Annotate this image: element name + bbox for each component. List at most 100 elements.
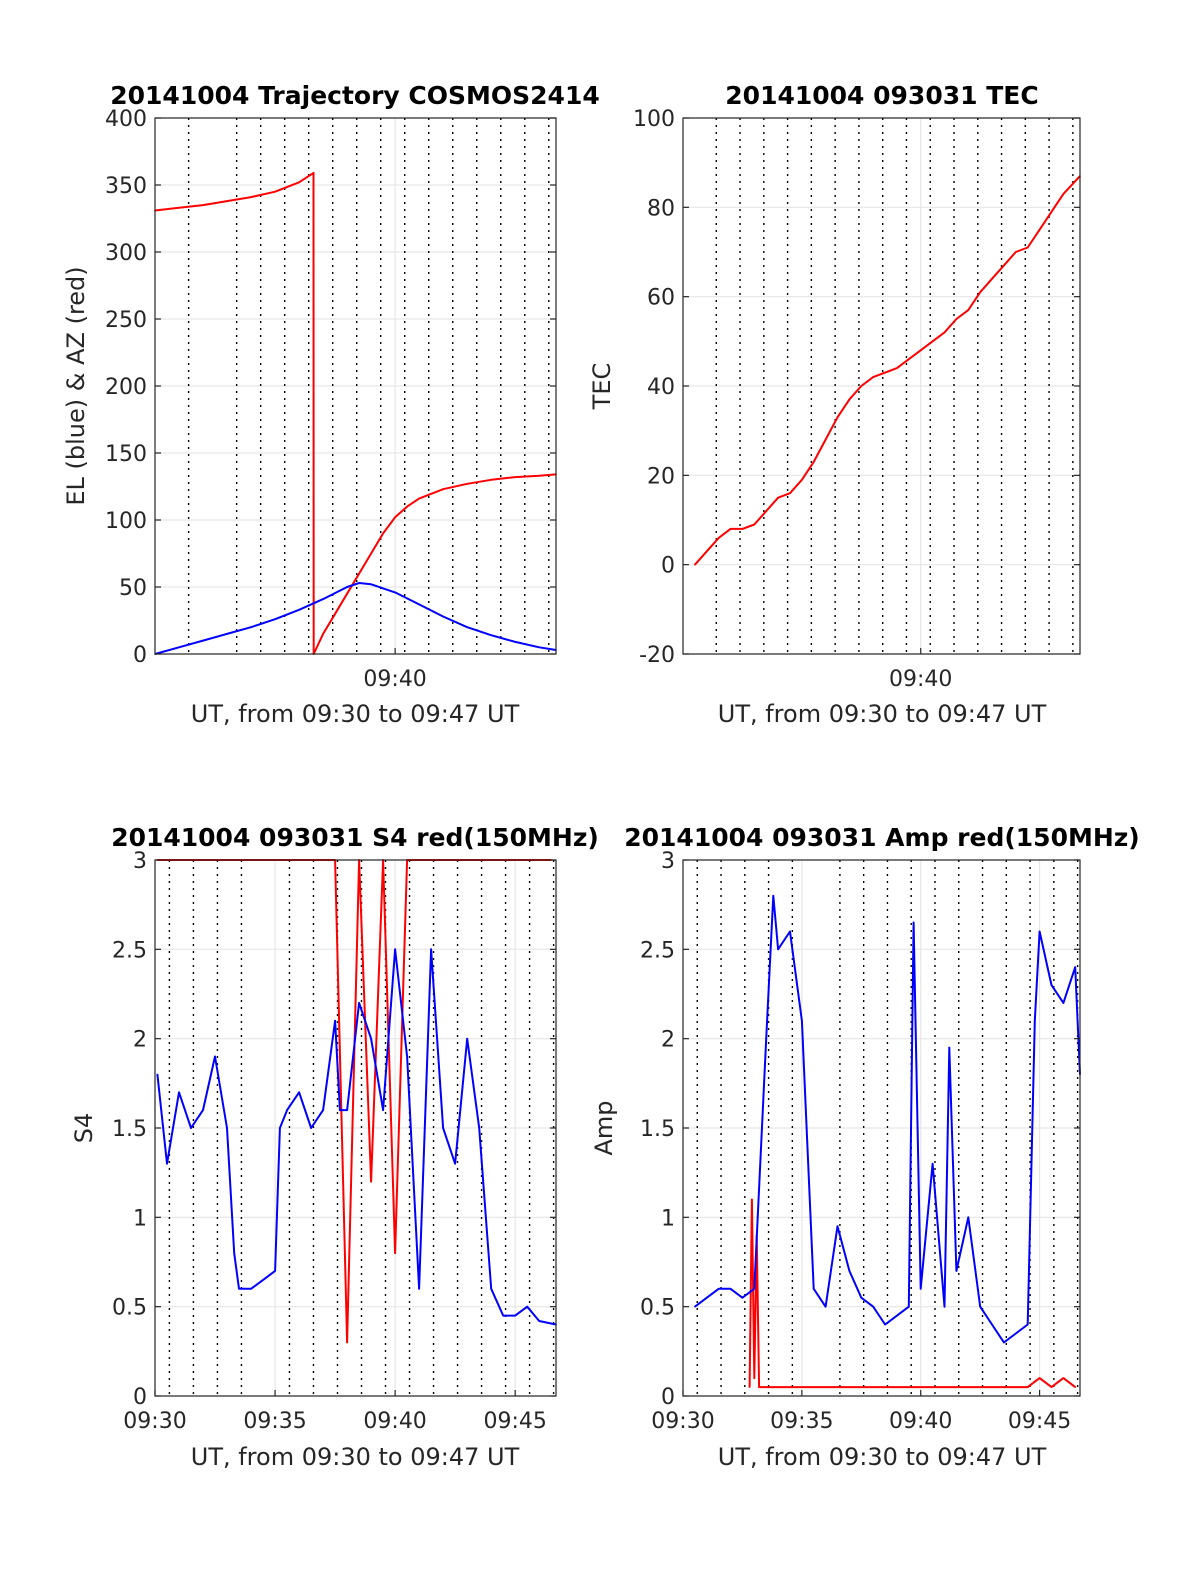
y-tick-label: 80 (647, 196, 675, 221)
y-tick-label: 1.5 (112, 1117, 147, 1142)
data-point (442, 488, 444, 490)
data-point (1050, 1386, 1053, 1388)
data-point (214, 1055, 216, 1058)
data-point (178, 206, 180, 209)
data-point (979, 291, 981, 294)
data-point (860, 385, 863, 387)
y-axis-label: Amp (590, 1100, 618, 1155)
data-point (370, 552, 372, 555)
data-point (1003, 264, 1005, 267)
grid (155, 117, 556, 655)
data-point (442, 615, 444, 618)
data-point (753, 1377, 756, 1379)
data-point (729, 528, 732, 530)
data-point (490, 1288, 492, 1290)
y-tick-label: 300 (105, 241, 147, 266)
data-point (1003, 1341, 1005, 1344)
chart-title: 20141004 093031 S4 red(150MHz) (111, 823, 599, 852)
panel-s4: 0 0.5 1 1.5 2 2.5 3 09:30 09:35 09:40 09:45 201410… (70, 823, 599, 1471)
data-point (789, 492, 791, 495)
y-tick-label: 3 (133, 849, 147, 874)
data-point (322, 598, 324, 600)
data-point (286, 1109, 288, 1111)
x-axis-label: UT, from 09:30 to 09:47 UT (191, 700, 520, 728)
data-point (430, 948, 432, 951)
y-tick-label: 400 (105, 107, 147, 132)
data-point (478, 1127, 480, 1129)
data-point (358, 582, 360, 584)
data-point (753, 523, 756, 526)
x-tick-label: 09:35 (243, 1409, 306, 1434)
data-point (753, 1288, 756, 1290)
panel-trajectory: 0 50 100 150 200 250 300 350 400 09:40 20141004 T… (62, 81, 600, 728)
panel-amp: 0 0.5 1 1.5 2 2.5 3 09:30 09:35 09:40 09:45 201410… (590, 823, 1140, 1471)
data-point (382, 532, 384, 535)
data-point (1026, 246, 1029, 249)
data-point (751, 1198, 753, 1201)
data-point (226, 1127, 228, 1129)
data-point (358, 572, 360, 575)
data-point (418, 603, 420, 606)
data-point (156, 1073, 159, 1076)
data-point (370, 1037, 372, 1040)
data-point (943, 331, 946, 334)
y-tick-label: 0 (133, 643, 147, 668)
data-point (370, 1180, 372, 1183)
y-tick-label: 20 (647, 464, 675, 489)
data-point (991, 278, 993, 280)
y-tick-label: 1 (661, 1206, 675, 1231)
chart-title: 20141004 Trajectory COSMOS2414 (110, 81, 600, 110)
data-point (514, 641, 516, 643)
data-point (274, 618, 276, 620)
data-point (454, 1162, 456, 1165)
x-tick-label: 09:40 (363, 667, 426, 692)
data-point (919, 1288, 922, 1290)
y-tick-label: 2.5 (112, 938, 147, 963)
y-tick-label: 250 (105, 308, 147, 333)
data-point (514, 1314, 516, 1317)
y-tick-label: 0 (661, 1385, 675, 1410)
data-point (884, 1323, 886, 1326)
data-point (466, 626, 468, 628)
data-point (955, 318, 958, 320)
data-point (1062, 1377, 1065, 1379)
data-point (717, 1288, 720, 1290)
data-point (202, 204, 204, 206)
data-point (322, 1109, 324, 1111)
y-axis-label: TEC (588, 363, 616, 411)
data-point (824, 1305, 827, 1308)
data-point (406, 505, 408, 508)
data-point (919, 349, 922, 352)
data-point (1038, 228, 1041, 231)
data-point (394, 591, 396, 594)
data-point (765, 1037, 768, 1040)
data-point (912, 921, 915, 924)
data-point (334, 1020, 336, 1022)
data-point (705, 550, 708, 553)
data-point (967, 1216, 970, 1219)
y-tick-label: 0.5 (112, 1296, 147, 1321)
data-point (741, 1296, 744, 1299)
data-point (346, 592, 348, 595)
data-point (1074, 1386, 1077, 1388)
data-point (717, 537, 720, 539)
data-point (226, 633, 228, 635)
data-point (298, 608, 300, 611)
data-point (346, 586, 348, 588)
data-point (502, 1314, 504, 1317)
data-point (370, 583, 372, 586)
data-point (466, 1037, 468, 1040)
y-tick-label: 0.5 (640, 1296, 675, 1321)
data-point (339, 1109, 341, 1111)
data-point (406, 1055, 408, 1058)
data-point (298, 181, 300, 184)
data-point (538, 646, 540, 649)
data-point (166, 1162, 168, 1165)
data-point (514, 476, 516, 478)
x-tick-label: 09:45 (483, 1409, 546, 1434)
data-point (382, 1109, 384, 1111)
series-layer (694, 894, 1081, 1389)
data-point (1050, 984, 1053, 986)
data-point (860, 1296, 863, 1299)
data-point (765, 510, 768, 512)
